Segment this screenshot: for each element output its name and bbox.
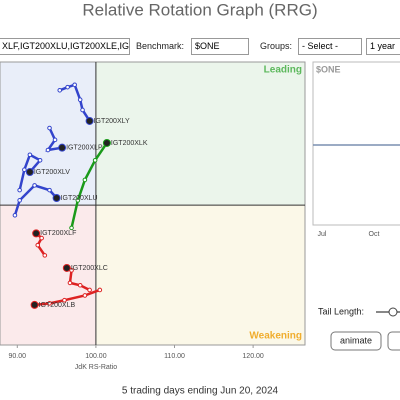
head-point	[25, 168, 34, 177]
head-point	[52, 193, 61, 202]
tail-point	[92, 157, 98, 163]
symbols-input[interactable]: XLF,IGT200XLU,IGT200XLE,IG	[0, 38, 130, 55]
benchmark-input[interactable]: $ONE	[191, 38, 249, 55]
button[interactable]	[387, 331, 400, 351]
tail-point	[22, 167, 27, 172]
quadrant-improving	[0, 62, 96, 206]
tail-point	[57, 88, 63, 93]
head-point	[32, 229, 41, 238]
plot-border	[0, 61, 306, 346]
tail-point	[77, 282, 83, 288]
series-label: IGT200XLF	[40, 230, 76, 237]
x-tick-label: 120.00	[242, 353, 264, 360]
head-point	[85, 116, 94, 125]
tail-point	[82, 293, 88, 298]
tail-length-label: Tail Length:	[318, 306, 364, 316]
tail-point	[75, 198, 81, 203]
tail-point	[47, 301, 52, 306]
tail-point	[87, 287, 92, 293]
quadrant-weakening	[95, 205, 305, 345]
tail-point	[45, 147, 51, 153]
tail	[45, 127, 63, 152]
tail-point	[32, 183, 37, 188]
quadrant-label: Leading	[264, 65, 302, 76]
series-label: IGT200XLC	[71, 265, 108, 272]
tail-point	[39, 235, 44, 241]
groups-select[interactable]: - Select -	[298, 38, 362, 55]
tail-point	[80, 107, 85, 113]
tail-point	[37, 157, 43, 163]
tail-point	[97, 287, 103, 293]
side-chart	[312, 61, 400, 226]
tail-point	[17, 198, 22, 203]
tail-point	[52, 137, 58, 143]
tail-point	[62, 297, 67, 303]
plot: Leading Weakening 90.00 100.00 110.00 120.00 I…	[0, 61, 306, 360]
tail-point	[82, 177, 88, 183]
tail-point	[69, 225, 74, 231]
quadrant-lagging	[0, 205, 96, 345]
page-title: Relative Rotation Graph (RRG)	[82, 0, 317, 19]
tail-point	[77, 97, 83, 103]
series-label: IGT200XLV	[34, 169, 70, 176]
animate-button[interactable]	[330, 331, 382, 351]
tail-point	[42, 253, 48, 258]
x-tick-label: 100.00	[85, 353, 107, 360]
tail-point	[35, 242, 41, 248]
tail-point	[47, 125, 52, 131]
x-tick-label: 110.00	[164, 353, 185, 360]
side-month: Oct	[369, 231, 380, 238]
x-axis-label: JdK RS-Ratio	[75, 364, 118, 371]
groups-label: Groups:	[260, 41, 293, 51]
quadrant-label: Weakening	[249, 331, 302, 342]
side-month: Jul	[318, 231, 327, 238]
quadrant-leading	[95, 62, 305, 206]
series-label: IGT200XLY	[94, 118, 130, 125]
series-label: IGT200XLU	[61, 195, 98, 202]
tail-point	[47, 187, 52, 193]
benchmark-label: Benchmark:	[136, 41, 185, 51]
x-tick-label: 90.00	[9, 353, 27, 360]
head-point	[30, 300, 39, 309]
tail-point	[65, 84, 70, 90]
series-label: IGT200XLK	[111, 140, 148, 147]
head-point	[102, 138, 111, 147]
tail-point	[12, 212, 18, 218]
series-label: IGT200XLP	[66, 145, 103, 152]
caption: 5 trading days ending Jun 20, 2024	[122, 386, 279, 397]
series-label: IGT200XLB	[39, 302, 76, 309]
tail-point	[72, 82, 77, 88]
animate-label: animate	[340, 335, 372, 345]
tail-point	[27, 152, 33, 158]
slider-handle[interactable]	[388, 307, 398, 317]
tail-point	[17, 187, 22, 193]
side-title: $ONE	[316, 64, 341, 74]
head-point	[58, 143, 67, 152]
tail-point	[67, 280, 73, 286]
period-select[interactable]: 1 year	[366, 38, 400, 55]
head-point	[62, 263, 71, 272]
